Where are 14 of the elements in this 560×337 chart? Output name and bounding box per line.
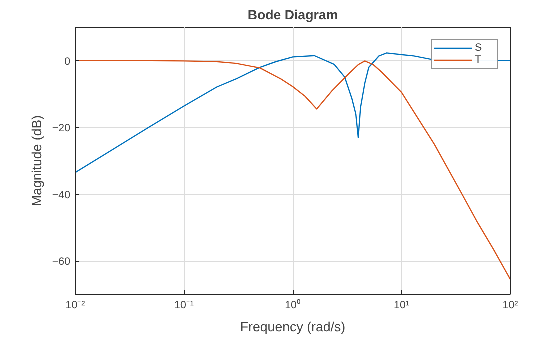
- y-tick-label: −20: [52, 122, 71, 135]
- y-tick-label: −40: [52, 189, 71, 202]
- y-axis-title: Magnitude (dB): [29, 115, 44, 207]
- chart-title: Bode Diagram: [248, 8, 338, 22]
- y-tick-label: 0: [64, 56, 71, 68]
- legend-label: S: [475, 42, 484, 54]
- y-tick-label: −60: [52, 256, 71, 268]
- x-axis-title: Frequency (rad/s): [240, 320, 346, 334]
- x-tick-label: 10⁰: [285, 298, 301, 312]
- x-tick-label: 10⁻²: [66, 300, 86, 312]
- legend-label: T: [475, 54, 483, 66]
- x-tick-label: 10²: [502, 300, 519, 312]
- x-tick-label: 10⁻¹: [174, 300, 194, 312]
- x-tick-label: 10¹: [394, 300, 410, 312]
